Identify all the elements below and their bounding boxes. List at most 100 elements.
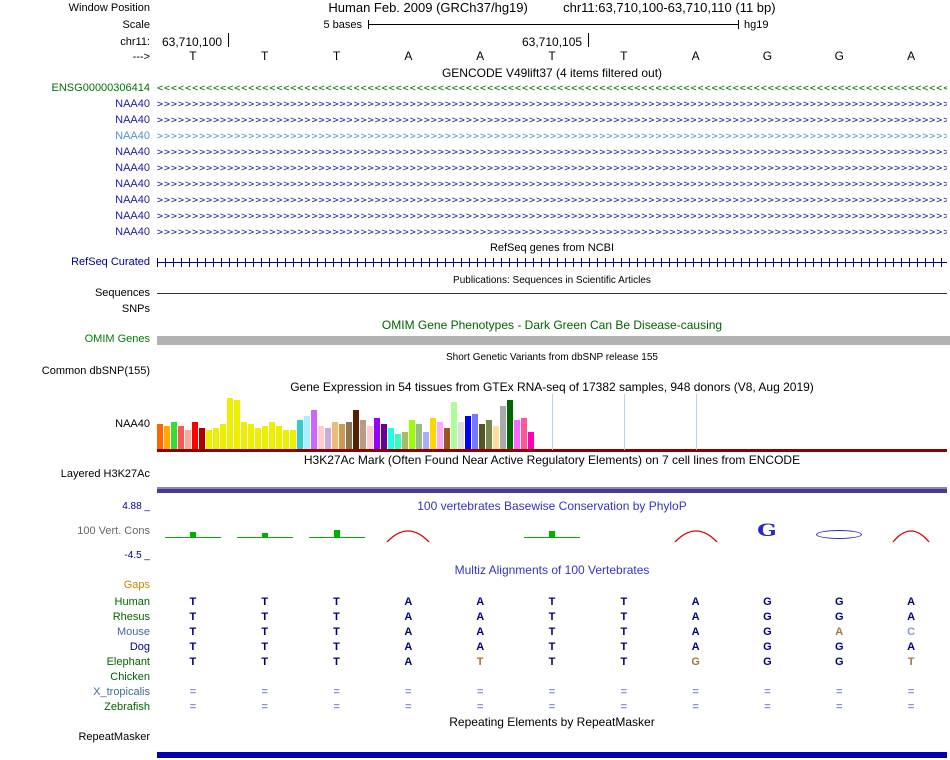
gaps-label[interactable]: Gaps	[123, 579, 150, 591]
scale-bar	[368, 20, 739, 29]
gtex-guideline	[552, 394, 553, 450]
omim-genes-label[interactable]: OMIM Genes	[84, 333, 150, 345]
dbsnp-track-header[interactable]: Short Genetic Variants from dbSNP releas…	[446, 352, 658, 363]
gene-label[interactable]: NAA40	[115, 194, 150, 206]
species-base: G	[834, 641, 844, 653]
refseq-curated-label[interactable]: RefSeq Curated	[71, 256, 150, 268]
species-base: A	[691, 641, 700, 653]
gtex-expression-bar	[346, 422, 352, 450]
base-letter: A	[907, 49, 916, 63]
species-base: =	[261, 701, 268, 713]
species-base: T	[548, 626, 556, 638]
species-label[interactable]: Elephant	[106, 656, 150, 668]
publications-track-header[interactable]: Publications: Sequences in Scientific Ar…	[453, 275, 651, 286]
species-base: T	[189, 656, 197, 668]
species-label[interactable]: Chicken	[110, 671, 150, 683]
gtex-expression-bar	[157, 424, 163, 450]
gene-label[interactable]: NAA40	[115, 98, 150, 110]
gene-label[interactable]: NAA40	[115, 226, 150, 238]
gene-strand-arrows[interactable]: >>>>>>>>>>>>>>>>>>>>>>>>>>>>>>>>>>>>>>>>…	[157, 163, 947, 174]
species-base: G	[763, 611, 772, 623]
conservation-peak	[333, 530, 340, 538]
species-base: G	[834, 611, 844, 623]
bottom-track-bar	[157, 752, 947, 758]
species-label[interactable]: Rhesus	[112, 611, 150, 623]
species-base: =	[548, 701, 556, 713]
base-letter: A	[691, 49, 700, 63]
refseq-curated-track[interactable]	[157, 258, 947, 267]
gene-label[interactable]: NAA40	[115, 114, 150, 126]
gtex-expression-bar	[528, 432, 534, 450]
ruler-tick	[228, 33, 229, 47]
species-base: A	[404, 626, 413, 638]
gene-label[interactable]: NAA40	[115, 130, 150, 142]
gtex-expression-bar	[458, 422, 464, 450]
repeatmasker-label[interactable]: RepeatMasker	[78, 731, 150, 743]
species-base: T	[333, 626, 340, 638]
h3k27ac-track-header[interactable]: H3K27Ac Mark (Often Found Near Active Re…	[303, 453, 801, 467]
refseq-track-header[interactable]: RefSeq genes from NCBI	[489, 242, 615, 254]
base-letter: A	[404, 49, 413, 63]
species-label[interactable]: Human	[114, 596, 150, 608]
gtex-expression-chart[interactable]	[157, 394, 947, 450]
species-base: A	[691, 626, 700, 638]
species-label[interactable]: Dog	[129, 641, 150, 653]
omim-track-header[interactable]: OMIM Gene Phenotypes - Dark Green Can Be…	[381, 318, 723, 332]
gtex-guideline	[696, 394, 697, 450]
species-base: G	[763, 596, 772, 608]
base-letter: A	[476, 49, 485, 63]
window-position-label: Window Position	[68, 2, 150, 14]
phylop-track-header[interactable]: 100 vertebrates Basewise Conservation by…	[417, 499, 687, 513]
species-base: A	[835, 626, 844, 638]
repeatmasker-track-header[interactable]: Repeating Elements by RepeatMasker	[449, 715, 655, 729]
gene-label[interactable]: NAA40	[115, 162, 150, 174]
species-base: C	[907, 626, 916, 638]
gene-label[interactable]: NAA40	[115, 178, 150, 190]
omim-genes-track[interactable]	[157, 336, 950, 345]
species-base: T	[620, 626, 628, 638]
gene-strand-arrows[interactable]: >>>>>>>>>>>>>>>>>>>>>>>>>>>>>>>>>>>>>>>>…	[157, 227, 947, 238]
gtex-expression-bar	[234, 400, 240, 450]
gtex-track-header[interactable]: Gene Expression in 54 tissues from GTEx …	[290, 380, 814, 394]
gene-strand-arrows[interactable]: >>>>>>>>>>>>>>>>>>>>>>>>>>>>>>>>>>>>>>>>…	[157, 211, 947, 222]
phylop-max-label: 4.88 _	[122, 501, 150, 512]
sequences-label[interactable]: Sequences	[94, 287, 150, 299]
species-base: T	[261, 611, 269, 623]
gene-label[interactable]: ENSG00000306414	[51, 82, 150, 94]
species-base: T	[620, 641, 628, 653]
h3k27ac-track[interactable]	[157, 487, 947, 493]
gene-label[interactable]: NAA40	[115, 146, 150, 158]
species-label[interactable]: X_tropicalis	[93, 686, 150, 698]
species-label[interactable]: Mouse	[116, 626, 150, 638]
common-dbsnp-label[interactable]: Common dbSNP(155)	[41, 365, 150, 377]
base-letter: G	[762, 49, 773, 63]
base-letter: G	[834, 49, 844, 63]
page-title: Human Feb. 2009 (GRCh37/hg19) chr11:63,7…	[157, 1, 947, 14]
species-label[interactable]: Zebrafish	[104, 701, 150, 713]
gtex-gene-label[interactable]: NAA40	[115, 418, 150, 430]
gtex-guideline	[624, 394, 625, 450]
gtex-expression-bar	[395, 434, 401, 450]
gene-strand-arrows[interactable]: >>>>>>>>>>>>>>>>>>>>>>>>>>>>>>>>>>>>>>>>…	[157, 147, 947, 158]
gtex-expression-bar	[248, 424, 254, 450]
species-base: G	[834, 656, 844, 668]
gene-strand-arrows[interactable]: >>>>>>>>>>>>>>>>>>>>>>>>>>>>>>>>>>>>>>>>…	[157, 115, 947, 126]
gtex-expression-bar	[493, 426, 499, 450]
multiz-track-header[interactable]: Multiz Alignments of 100 Vertebrates	[454, 563, 650, 577]
gene-strand-arrows[interactable]: >>>>>>>>>>>>>>>>>>>>>>>>>>>>>>>>>>>>>>>>…	[157, 131, 947, 142]
gtex-expression-bar	[514, 420, 520, 450]
snps-label[interactable]: SNPs	[121, 303, 150, 315]
vert-cons-label[interactable]: 100 Vert. Cons	[77, 525, 150, 537]
gene-strand-arrows[interactable]: >>>>>>>>>>>>>>>>>>>>>>>>>>>>>>>>>>>>>>>>…	[157, 179, 947, 190]
gene-strand-arrows[interactable]: >>>>>>>>>>>>>>>>>>>>>>>>>>>>>>>>>>>>>>>>…	[157, 195, 947, 206]
gene-strand-arrows[interactable]: <<<<<<<<<<<<<<<<<<<<<<<<<<<<<<<<<<<<<<<<…	[157, 83, 947, 94]
gtex-expression-bar	[367, 426, 373, 450]
gtex-expression-bar	[178, 426, 184, 450]
gene-label[interactable]: NAA40	[115, 210, 150, 222]
gene-strand-arrows[interactable]: >>>>>>>>>>>>>>>>>>>>>>>>>>>>>>>>>>>>>>>>…	[157, 99, 947, 110]
gtex-expression-bar	[227, 398, 233, 450]
layered-h3k27ac-label[interactable]: Layered H3K27Ac	[60, 468, 150, 480]
gencode-track-header[interactable]: GENCODE V49lift37 (4 items filtered out)	[441, 66, 663, 80]
sequences-track[interactable]	[157, 293, 947, 294]
species-base: T	[548, 611, 556, 623]
